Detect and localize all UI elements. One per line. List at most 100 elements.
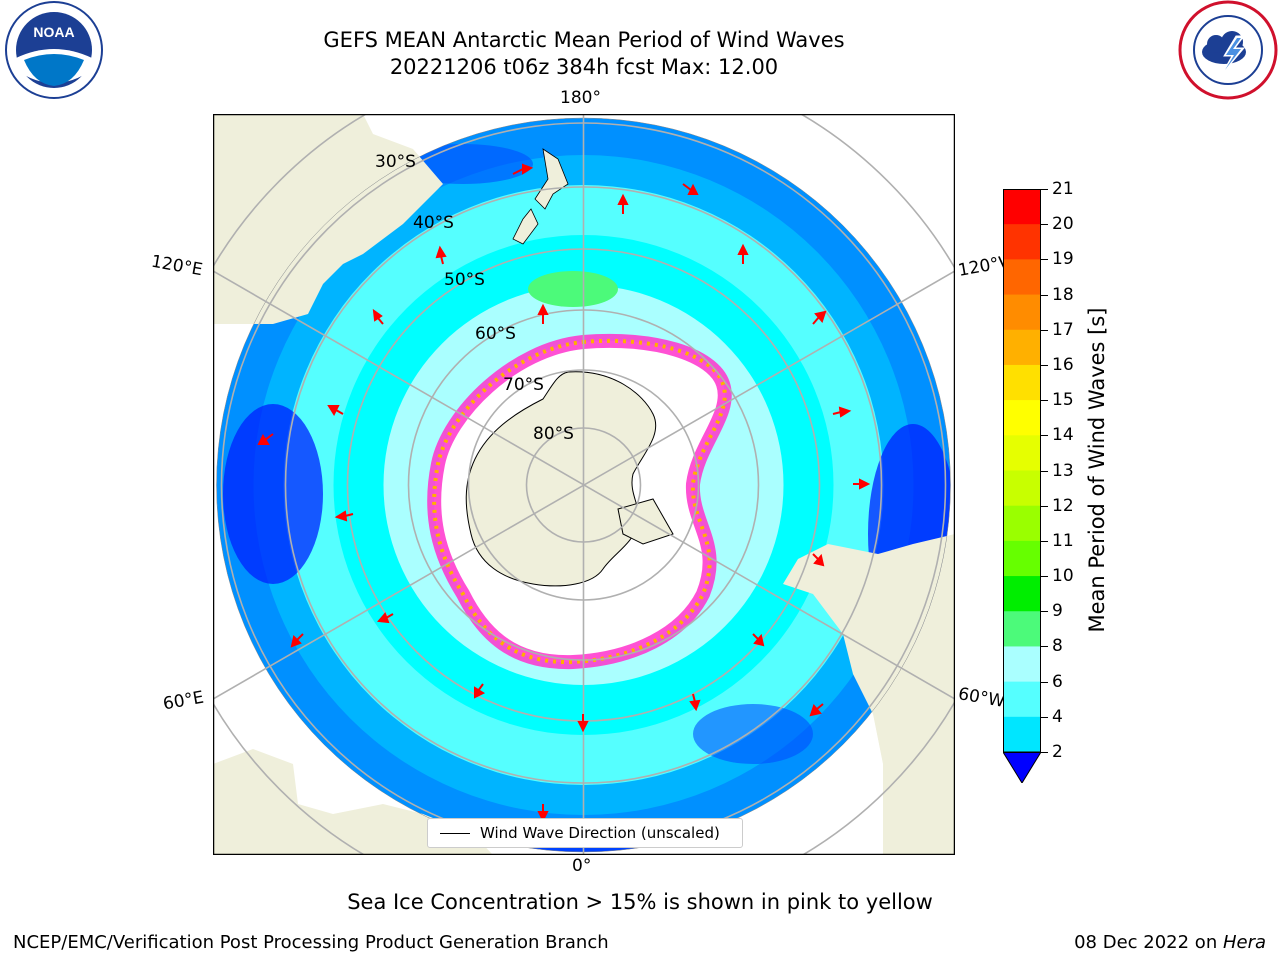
lon-label-60e: 60°E	[161, 687, 206, 715]
lon-label-120e: 120°E	[149, 251, 205, 281]
colorbar-tick-label: 10	[1052, 566, 1074, 587]
wind-arrows	[257, 163, 871, 823]
legend-line	[440, 833, 470, 834]
colorbar-tick-mark	[1041, 259, 1048, 261]
colorbar-tick-label: 15	[1052, 390, 1074, 411]
noaa-logo-text: NOAA	[33, 24, 74, 40]
colorbar-segment	[1003, 259, 1041, 296]
wind-arrow-22	[809, 703, 824, 717]
lon-label-180: 180°	[560, 88, 601, 108]
wind-arrow-18	[537, 303, 549, 324]
colorbar-svg	[1002, 189, 1042, 784]
colorbar-tick-mark	[1041, 540, 1048, 542]
map-legend: Wind Wave Direction (unscaled)	[427, 818, 743, 848]
wind-arrow-15	[327, 405, 344, 417]
map-subtitle: 20221206 t06z 384h fcst Max: 12.00	[389, 55, 779, 79]
colorbar-tick-label: 17	[1052, 319, 1074, 340]
colorbar-segment	[1003, 681, 1041, 718]
colorbar-tick-label: 6	[1052, 671, 1063, 692]
wind-arrow-4	[737, 243, 749, 264]
wind-arrow-12	[474, 683, 486, 699]
colorbar-label: Mean Period of Wind Waves [s]	[1085, 307, 1109, 633]
wind-arrow-16	[372, 308, 384, 325]
colorbar-tick-label: 19	[1052, 249, 1074, 270]
colorbar-tick-mark	[1041, 576, 1048, 578]
colorbar-under-triangle	[1002, 751, 1042, 784]
colorbar-tick-mark	[1041, 681, 1048, 683]
map-svg	[212, 113, 956, 856]
colorbar-segment	[1003, 329, 1041, 366]
colorbar-tick-mark	[1041, 470, 1048, 472]
lat-label-40s: 40°S	[413, 213, 454, 233]
colorbar-segment	[1003, 364, 1041, 401]
wind-arrow-14	[334, 510, 354, 522]
noaa-logo: NOAA	[4, 0, 104, 100]
colorbar-tick-label: 16	[1052, 354, 1074, 375]
colorbar-tick-mark	[1041, 400, 1048, 402]
colorbar-segment	[1003, 400, 1041, 436]
wind-arrow-6	[832, 406, 852, 418]
colorbar-tick-mark	[1041, 364, 1048, 366]
colorbar-segment	[1003, 224, 1041, 260]
colorbar-tick-label: 18	[1052, 284, 1074, 305]
legend-label: Wind Wave Direction (unscaled)	[480, 824, 720, 842]
wind-arrow-11	[577, 714, 589, 733]
wind-arrow-20	[290, 633, 304, 648]
colorbar-tick-mark	[1041, 505, 1048, 507]
wind-arrow-17	[435, 245, 447, 265]
colorbar-outline	[1003, 189, 1041, 753]
land-africa	[213, 749, 493, 855]
wind-arrow-10	[689, 693, 701, 712]
footer-branch: NCEP/EMC/Verification Post Processing Pr…	[13, 932, 609, 953]
colorbar-segment	[1003, 576, 1041, 612]
colorbar-tick-label: 14	[1052, 425, 1074, 446]
land-new-zealand	[512, 148, 569, 245]
wind-arrow-7	[853, 478, 871, 490]
colorbar-tick-mark	[1041, 435, 1048, 437]
colorbar-segment	[1003, 435, 1041, 471]
colorbar-segment	[1003, 611, 1041, 647]
colorbar-tick-label: 21	[1052, 179, 1074, 199]
colorbar-tick-label: 9	[1052, 601, 1063, 622]
colorbar-segment	[1003, 294, 1041, 331]
colorbar-tick-label: 13	[1052, 460, 1074, 481]
wind-arrow-8	[812, 553, 825, 567]
footer-host: Hera	[1222, 932, 1266, 953]
colorbar-tick-mark	[1041, 224, 1048, 226]
footer-date-text: 08 Dec 2022 on	[1074, 932, 1223, 953]
wind-arrow-5	[812, 310, 827, 325]
land-antarctica	[465, 371, 657, 587]
colorbar-segment	[1003, 505, 1041, 542]
colorbar-segment	[1003, 716, 1041, 753]
colorbar-tick-label: 4	[1052, 706, 1063, 727]
colorbar-tick-label: 8	[1052, 636, 1063, 657]
colorbar-tick-label: 2	[1052, 742, 1063, 762]
lat-label-70s: 70°S	[503, 375, 544, 395]
wind-arrow-19	[257, 433, 274, 445]
lon-label-60w: 60°W	[956, 684, 1007, 712]
lat-label-60s: 60°S	[475, 324, 516, 344]
lat-label-30s: 30°S	[375, 152, 416, 172]
lat-label-80s: 80°S	[533, 424, 574, 444]
colorbar-tick-mark	[1041, 611, 1048, 613]
colorbar-tick-label: 11	[1052, 530, 1074, 551]
map-title: GEFS MEAN Antarctic Mean Period of Wind …	[323, 28, 845, 52]
wind-arrow-21	[537, 804, 549, 823]
wind-arrow-13	[377, 612, 394, 624]
wind-arrow-9	[752, 633, 765, 647]
polar-map: 30°S 40°S 50°S 60°S 70°S 80°S Wind Wave …	[212, 113, 956, 856]
colorbar-tick-mark	[1041, 752, 1048, 753]
nws-logo	[1178, 0, 1278, 100]
colorbar-tick-mark	[1041, 329, 1048, 331]
colorbar	[1002, 189, 1042, 784]
colorbar-tick-mark	[1041, 646, 1048, 648]
colorbar-segment	[1003, 189, 1041, 225]
colorbar-segment	[1003, 470, 1041, 507]
colorbar-tick-mark	[1041, 294, 1048, 296]
colorbar-segment	[1003, 540, 1041, 577]
lon-label-0: 0°	[572, 856, 592, 876]
wind-arrow-2	[617, 193, 629, 214]
colorbar-segment	[1003, 646, 1041, 683]
colorbar-tick-label: 20	[1052, 214, 1074, 235]
wind-arrow-1	[512, 163, 534, 175]
